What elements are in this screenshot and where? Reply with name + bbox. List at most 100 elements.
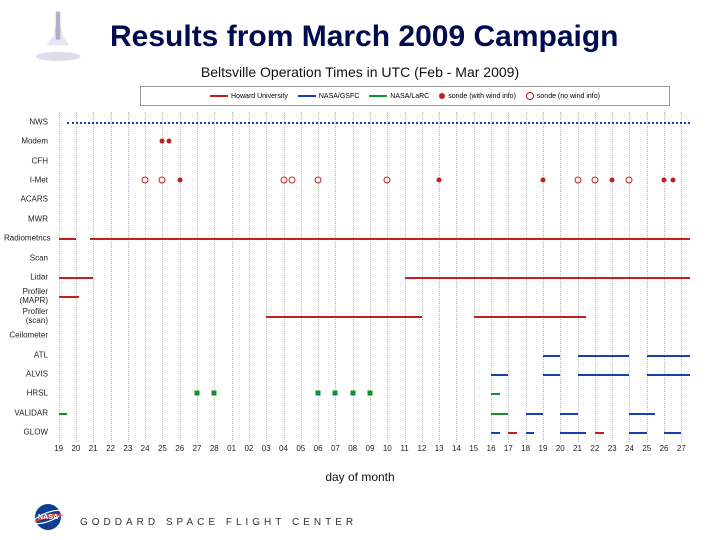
x-tick: 27 <box>677 444 686 453</box>
data-segment <box>491 432 500 434</box>
row-label: GLOW <box>4 428 48 437</box>
row-label: Lidar <box>4 273 48 282</box>
row-label: NWS <box>4 117 48 126</box>
x-tick: 22 <box>106 444 115 453</box>
data-point <box>315 176 322 183</box>
data-point <box>662 177 667 182</box>
legend-item: NASA/GSFC <box>298 93 359 100</box>
timeline-chart: Howard UniversityNASA/GSFCNASA/LaRCsonde… <box>50 88 690 464</box>
x-tick: 24 <box>625 444 634 453</box>
x-tick: 25 <box>642 444 651 453</box>
data-segment <box>491 393 500 395</box>
data-segment <box>59 238 76 240</box>
x-tick: 17 <box>504 444 513 453</box>
x-tick: 06 <box>314 444 323 453</box>
x-tick: 24 <box>141 444 150 453</box>
data-point <box>167 139 172 144</box>
x-tick: 19 <box>54 444 63 453</box>
x-tick: 21 <box>573 444 582 453</box>
row-label: ACARS <box>4 195 48 204</box>
data-point <box>670 177 675 182</box>
x-tick: 28 <box>210 444 219 453</box>
data-segment <box>67 122 690 125</box>
data-segment <box>405 277 690 279</box>
x-tick: 07 <box>331 444 340 453</box>
legend-item: sonde (with wind info) <box>439 93 516 100</box>
x-tick: 15 <box>469 444 478 453</box>
data-segment <box>491 374 508 376</box>
nasa-logo: NASA <box>30 502 66 532</box>
x-tick: 12 <box>417 444 426 453</box>
data-segment <box>508 432 517 434</box>
row-label: Profiler (MAPR) <box>4 287 48 305</box>
x-tick: 03 <box>262 444 271 453</box>
data-segment <box>560 413 577 415</box>
row-label: Modem <box>4 137 48 146</box>
x-tick: 08 <box>348 444 357 453</box>
row-label: ALVIS <box>4 370 48 379</box>
footer-text: GODDARD SPACE FLIGHT CENTER <box>80 517 357 528</box>
x-tick: 27 <box>193 444 202 453</box>
data-segment <box>474 316 586 318</box>
row-label: Profiler (scan) <box>4 307 48 325</box>
data-point <box>159 176 166 183</box>
legend-item: sonde (no wind info) <box>526 92 600 100</box>
data-segment <box>526 413 543 415</box>
data-segment <box>578 374 630 376</box>
data-point <box>540 177 545 182</box>
x-tick: 05 <box>296 444 305 453</box>
x-tick: 11 <box>400 444 408 453</box>
data-point <box>384 176 391 183</box>
data-segment <box>647 374 690 376</box>
x-tick: 13 <box>435 444 444 453</box>
x-tick: 21 <box>89 444 98 453</box>
data-segment <box>629 432 646 434</box>
data-segment <box>543 374 560 376</box>
data-segment <box>526 432 535 434</box>
row-label: Ceilometer <box>4 331 48 340</box>
row-label: Radiometrics <box>4 234 48 243</box>
data-segment <box>647 355 690 357</box>
x-tick: 10 <box>383 444 392 453</box>
data-segment <box>595 432 604 434</box>
x-tick: 16 <box>487 444 496 453</box>
legend: Howard UniversityNASA/GSFCNASA/LaRCsonde… <box>140 86 670 106</box>
data-point <box>316 391 321 396</box>
data-segment <box>266 316 422 318</box>
data-segment <box>491 413 508 415</box>
data-point <box>333 391 338 396</box>
shuttle-icon <box>30 6 86 62</box>
data-point <box>626 176 633 183</box>
data-segment <box>543 355 560 357</box>
x-tick: 25 <box>158 444 167 453</box>
x-tick: 14 <box>452 444 461 453</box>
legend-item: Howard University <box>210 93 288 100</box>
x-tick: 26 <box>175 444 184 453</box>
data-point <box>195 391 200 396</box>
row-label: CFH <box>4 156 48 165</box>
data-segment <box>560 432 586 434</box>
x-tick: 20 <box>556 444 565 453</box>
data-point <box>437 177 442 182</box>
x-tick: 23 <box>608 444 617 453</box>
data-segment <box>629 413 655 415</box>
data-point <box>142 176 149 183</box>
x-tick: 20 <box>71 444 80 453</box>
data-point <box>610 177 615 182</box>
data-segment <box>90 238 690 240</box>
row-label: VALIDAR <box>4 408 48 417</box>
data-point <box>350 391 355 396</box>
data-point <box>289 176 296 183</box>
x-axis-label: day of month <box>0 470 720 484</box>
x-tick: 02 <box>244 444 253 453</box>
svg-text:NASA: NASA <box>38 512 58 521</box>
x-tick: 18 <box>521 444 530 453</box>
row-label: MWR <box>4 214 48 223</box>
data-point <box>177 177 182 182</box>
x-tick: 22 <box>590 444 599 453</box>
data-segment <box>59 413 68 415</box>
row-label: ATL <box>4 350 48 359</box>
data-point <box>212 391 217 396</box>
data-segment <box>664 432 681 434</box>
data-point <box>368 391 373 396</box>
